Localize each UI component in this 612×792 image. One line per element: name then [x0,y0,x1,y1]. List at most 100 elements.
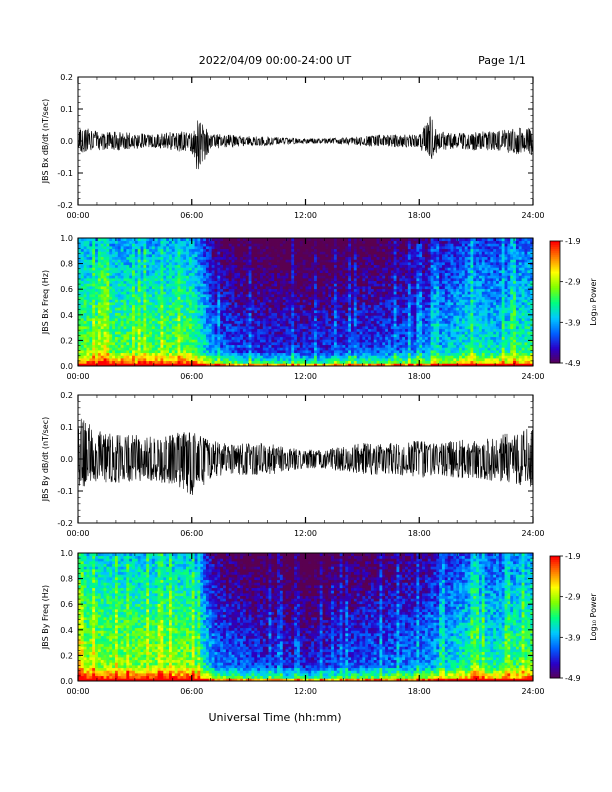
spectrogram-cell [120,264,124,268]
spectrogram-cell [305,246,309,250]
spectrogram-cell [362,270,366,274]
spectrogram-cell [132,347,136,351]
spectrogram-cell [117,302,122,306]
spectrogram-cell [305,307,309,311]
spectrogram-cell [242,243,247,247]
spectrogram-cell [237,294,241,298]
spectrogram-cell [169,296,173,300]
spectrogram-cell [166,315,170,319]
spectrogram-cell [331,320,335,324]
spectrogram-cell [336,275,341,279]
spectrogram-cell [146,328,150,332]
spectrogram-cell [331,312,335,316]
spectrogram-cell [291,307,295,311]
spectrogram-cell [240,264,244,268]
spectrogram-cell [89,355,93,359]
spectrogram-cell [245,240,250,244]
spectrogram-cell [171,352,176,356]
spectrogram-cell [336,310,341,314]
spectrogram-cell [225,267,230,271]
spectrogram-cell [214,323,218,327]
spectrogram-cell [331,294,335,298]
spectrogram-cell [191,259,195,263]
spectrogram-cell [257,270,261,274]
spectrogram-cell [345,288,349,292]
spectrogram-cell [285,344,289,348]
spectrogram-cell [254,323,258,327]
spectrogram-cell [365,312,369,316]
spectrogram-cell [95,360,99,364]
spectrogram-cell [225,256,230,260]
spectrogram-cell [237,262,241,266]
spectrogram-cell [106,259,110,263]
spectrogram-cell [279,350,284,354]
spectrogram-cell [282,294,286,298]
spectrogram-cell [331,363,335,367]
spectrogram-cell [296,246,301,250]
spectrogram-cell [188,347,193,351]
spectrogram-cell [188,288,193,292]
spectrogram-cell [92,238,96,242]
spectrogram-cell [171,302,176,306]
spectrogram-cell [203,254,207,258]
spectrogram-cell [146,360,150,364]
spectrogram-cell [328,328,332,332]
spectrogram-cell [80,291,85,295]
spectrogram-cell [89,291,93,295]
spectrogram-cell [359,347,363,351]
spectrogram-cell [251,336,255,340]
spectrogram-cell [137,251,141,255]
spectrogram-cell [251,331,255,335]
spectrogram-cell [106,336,110,340]
spectrogram-cell [191,267,195,271]
spectrogram-cell [100,355,104,359]
spectrogram-cell [112,275,116,279]
spectrogram-cell [169,304,173,308]
spectrogram-cell [174,363,178,367]
spectrogram-cell [208,240,213,244]
spectrogram-cell [274,288,278,292]
spectrogram-cell [351,294,355,298]
spectrogram-cell [191,363,195,367]
spectrogram-cell [123,243,127,247]
spectrogram-cell [254,299,258,303]
spectrogram-cell [322,280,326,284]
spectrogram-cell [174,275,178,279]
spectrogram-cell [223,251,227,255]
spectrogram-cell [86,352,90,356]
spectrogram-cell [331,331,335,335]
spectrogram-cell [237,275,241,279]
spectrogram-cell [117,360,122,364]
spectrogram-cell [203,312,207,316]
spectrogram-cell [200,299,204,303]
spectrogram-cell [89,318,93,322]
spectrogram-cell [274,344,278,348]
spectrogram-cell [359,254,363,258]
spectrogram-cell [331,264,335,268]
spectrogram-cell [351,312,355,316]
spectrogram-cell [132,262,136,266]
spectrogram-cell [78,342,82,346]
spectrogram-cell [262,312,267,316]
spectrogram-cell [103,328,107,332]
spectrogram-cell [351,243,355,247]
spectrogram-cell [316,328,321,332]
spectrogram-cell [174,259,178,263]
spectrogram-cell [339,243,343,247]
spectrogram-cell [271,280,275,284]
spectrogram-cell [137,360,141,364]
spectrogram-cell [342,331,346,335]
spectrogram-cell [296,254,301,258]
spectrogram-cell [89,278,93,282]
spectrogram-cell [114,331,119,335]
spectrogram-cell [228,254,232,258]
spectrogram-cell [336,256,341,260]
spectrogram-cell [95,294,99,298]
spectrogram-cell [271,288,275,292]
spectrogram-cell [160,315,164,319]
spectrogram-cell [296,272,301,276]
spectrogram-cell [316,240,321,244]
spectrogram-cell [205,296,210,300]
spectrogram-cell [92,328,96,332]
spectrogram-cell [171,283,176,287]
